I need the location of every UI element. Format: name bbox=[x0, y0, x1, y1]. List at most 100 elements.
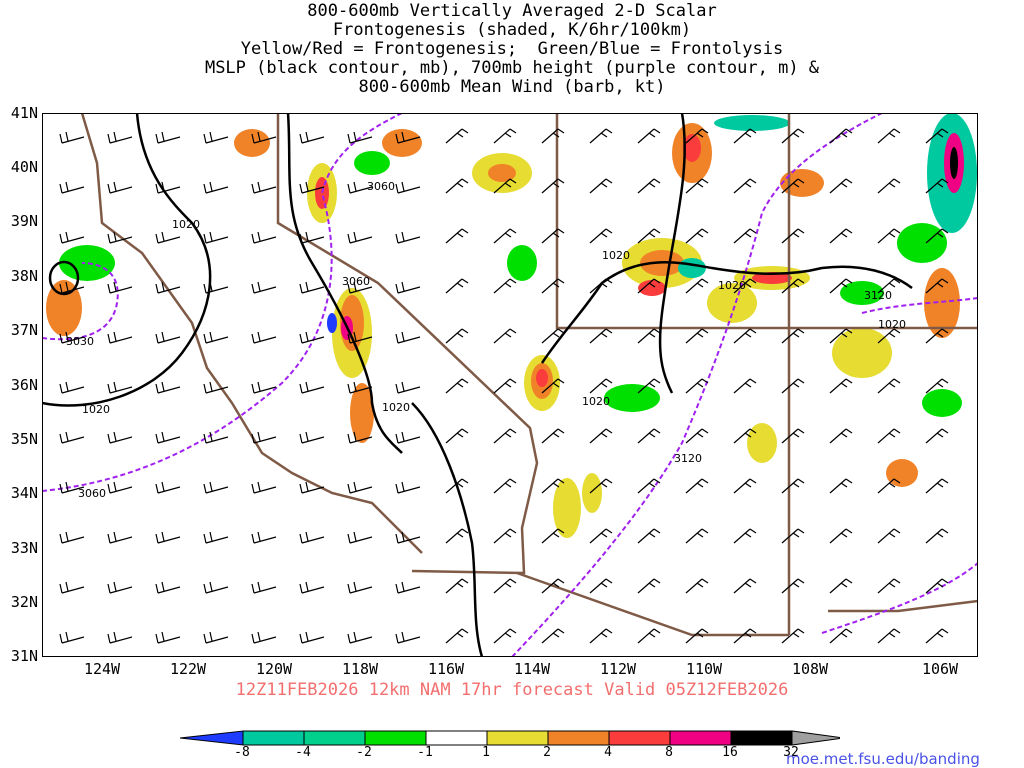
wind-barb bbox=[589, 428, 613, 444]
wind-barb bbox=[877, 228, 901, 244]
colorbar-segment bbox=[364, 730, 427, 746]
wind-barb bbox=[637, 528, 661, 544]
wind-barb bbox=[251, 381, 277, 394]
lat-label-41n: 41N bbox=[10, 104, 38, 122]
lat-label-40n: 40N bbox=[10, 158, 38, 176]
wind-barb bbox=[541, 528, 565, 544]
wind-barb bbox=[395, 431, 421, 444]
title-line-5: 800-600mb Mean Wind (barb, kt) bbox=[358, 77, 666, 97]
wind-barb bbox=[781, 228, 805, 244]
wind-barb bbox=[493, 178, 517, 194]
wind-barb bbox=[781, 578, 805, 594]
wind-barb bbox=[733, 328, 757, 344]
wind-barb bbox=[877, 378, 901, 394]
wind-barb bbox=[59, 481, 85, 494]
wind-barb bbox=[877, 628, 901, 644]
wind-barb bbox=[637, 278, 661, 294]
lat-label-39n: 39N bbox=[10, 212, 38, 230]
wind-barb bbox=[925, 128, 949, 144]
wind-barb bbox=[347, 131, 373, 144]
wind-barb bbox=[445, 628, 469, 644]
mslp-label: 1020 bbox=[582, 395, 610, 408]
wind-barb bbox=[493, 378, 517, 394]
height-contour-labels: 3030 3060 3060 3060 3120 3120 bbox=[66, 180, 892, 500]
credit-link[interactable]: moe.met.fsu.edu/banding bbox=[786, 750, 980, 768]
wind-barb bbox=[493, 578, 517, 594]
colorbar-arrow-low bbox=[180, 730, 244, 746]
wind-barb bbox=[541, 628, 565, 644]
wind-barb bbox=[155, 181, 181, 194]
wind-barb bbox=[781, 378, 805, 394]
wind-barb bbox=[395, 631, 421, 644]
wind-barb bbox=[781, 128, 805, 144]
wind-barb bbox=[155, 381, 181, 394]
wind-barb bbox=[829, 428, 853, 444]
lon-label-108w: 108W bbox=[791, 660, 829, 678]
wind-barb bbox=[155, 331, 181, 344]
wind-barb bbox=[395, 131, 421, 144]
wind-barb bbox=[203, 331, 229, 344]
wind-barb bbox=[59, 431, 85, 444]
wind-barb bbox=[59, 281, 85, 294]
wind-barb bbox=[251, 131, 277, 144]
colorbar-segment bbox=[730, 730, 793, 746]
wind-barb bbox=[733, 178, 757, 194]
wind-barb bbox=[493, 328, 517, 344]
wind-barb bbox=[781, 428, 805, 444]
wind-barb bbox=[251, 431, 277, 444]
lat-label-34n: 34N bbox=[10, 484, 38, 502]
wind-barb bbox=[445, 528, 469, 544]
wind-barb bbox=[781, 328, 805, 344]
wind-barb bbox=[733, 128, 757, 144]
wind-barb bbox=[877, 428, 901, 444]
wind-barb bbox=[733, 478, 757, 494]
wind-barb bbox=[347, 481, 373, 494]
wind-barb bbox=[347, 231, 373, 244]
wind-barb bbox=[733, 228, 757, 244]
wind-barb bbox=[445, 228, 469, 244]
lat-label-36n: 36N bbox=[10, 376, 38, 394]
wind-barb bbox=[107, 281, 133, 294]
wind-barb bbox=[685, 428, 709, 444]
forecast-valid-line: 12Z11FEB2026 12km NAM 17hr forecast Vali… bbox=[235, 680, 789, 700]
wind-barb bbox=[107, 481, 133, 494]
wind-barb bbox=[347, 331, 373, 344]
wind-barb bbox=[107, 631, 133, 644]
wind-barb bbox=[251, 531, 277, 544]
wind-barb bbox=[107, 181, 133, 194]
wind-barb bbox=[829, 378, 853, 394]
wind-barb bbox=[155, 481, 181, 494]
wind-barb bbox=[155, 431, 181, 444]
wind-barb bbox=[925, 328, 949, 344]
wind-barb bbox=[589, 128, 613, 144]
colorbar-segment bbox=[669, 730, 732, 746]
wind-barb bbox=[589, 628, 613, 644]
wind-barb bbox=[781, 628, 805, 644]
wind-barb bbox=[685, 178, 709, 194]
lon-label-116w: 116W bbox=[427, 660, 465, 678]
wind-barb bbox=[445, 378, 469, 394]
wind-barb bbox=[251, 331, 277, 344]
wind-barb bbox=[299, 581, 325, 594]
wind-barb bbox=[203, 131, 229, 144]
colorbar-label: 2 bbox=[543, 745, 551, 760]
wind-barb bbox=[299, 281, 325, 294]
lat-label-37n: 37N bbox=[10, 321, 38, 339]
mslp-contour-labels: 1020 1020 1020 1020 1020 1020 1020 bbox=[82, 218, 906, 416]
wind-barb bbox=[685, 578, 709, 594]
wind-barb bbox=[637, 478, 661, 494]
wind-barb bbox=[251, 631, 277, 644]
wind-barb bbox=[59, 231, 85, 244]
lon-label-118w: 118W bbox=[341, 660, 379, 678]
wind-barb bbox=[493, 128, 517, 144]
wind-barb bbox=[637, 128, 661, 144]
wind-barb bbox=[251, 581, 277, 594]
wind-barb bbox=[685, 128, 709, 144]
wind-barb bbox=[395, 381, 421, 394]
wind-barb bbox=[299, 231, 325, 244]
wind-barb bbox=[685, 328, 709, 344]
wind-barb bbox=[347, 631, 373, 644]
wind-barb bbox=[733, 528, 757, 544]
lon-label-124w: 124W bbox=[83, 660, 121, 678]
wind-barb bbox=[589, 228, 613, 244]
